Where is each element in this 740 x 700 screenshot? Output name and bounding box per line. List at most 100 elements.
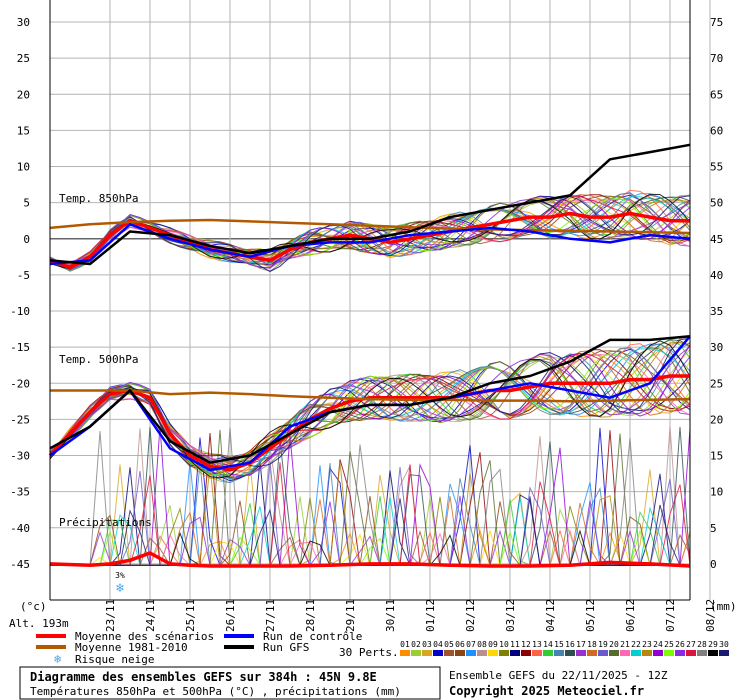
legend-pert-swatch xyxy=(587,650,597,656)
legend-climate: Moyenne 1981-2010 xyxy=(75,641,188,654)
ensemble-member-line xyxy=(49,340,691,479)
date-tick-label: 23/11 xyxy=(104,599,117,632)
ensemble-member-line xyxy=(49,193,691,270)
footer: Diagramme des ensembles GEFS sur 384h : … xyxy=(19,666,668,700)
date-tick-label: 26/11 xyxy=(224,599,237,632)
ensemble-member-line xyxy=(49,352,691,482)
left-tick-label: 20 xyxy=(17,88,30,101)
legend-pert-number: 04 xyxy=(433,640,443,649)
ensemble-member-line xyxy=(49,337,691,467)
annotation-precip: Précipitations xyxy=(59,516,152,529)
date-tick-label: 06/12 xyxy=(624,599,637,632)
legend-pert-swatch xyxy=(510,650,520,656)
legend-pert-swatch xyxy=(554,650,564,656)
legend-pert-number: 20 xyxy=(609,640,619,649)
legend-pert-swatch xyxy=(455,650,465,656)
legend-pert-swatch xyxy=(598,650,608,656)
legend-pert-number: 16 xyxy=(565,640,575,649)
footer-run: Ensemble GEFS du 22/11/2025 - 12Z xyxy=(449,669,668,682)
date-tick-label: 04/12 xyxy=(544,599,557,632)
legend-pert-swatch xyxy=(565,650,575,656)
legend-pert-number: 10 xyxy=(499,640,509,649)
legend-pert-swatch xyxy=(719,650,729,656)
series-line-t500-5 xyxy=(50,389,691,403)
legend-pert-swatch xyxy=(444,650,454,656)
series-line-t850-1 xyxy=(49,218,691,235)
legend-pert-number: 19 xyxy=(598,640,608,649)
legend-pert-swatch xyxy=(488,650,498,656)
left-tick-label: -40 xyxy=(10,522,30,535)
legend-pert-number: 05 xyxy=(444,640,454,649)
right-tick-label: 0 xyxy=(710,558,717,571)
right-tick-label: 5 xyxy=(710,522,717,535)
legend-mean: Moyenne des scénarios xyxy=(75,630,214,643)
series-line-t850-3 xyxy=(49,143,691,266)
legend-pert-swatch xyxy=(675,650,685,656)
chart-series xyxy=(48,143,691,568)
legend-pert-swatch xyxy=(664,650,674,656)
legend-pert-swatch xyxy=(620,650,630,656)
legend-pert-swatch xyxy=(411,650,421,656)
snowflake-icon: ❄ xyxy=(115,581,124,596)
legend-pert-swatch xyxy=(477,650,487,656)
legend-pert-swatch xyxy=(576,650,586,656)
legend-pert-number: 11 xyxy=(510,640,520,649)
date-tick-label: 02/12 xyxy=(464,599,477,632)
left-axis-unit: (°c) xyxy=(20,600,47,613)
altitude-label: Alt. 193m xyxy=(9,617,69,630)
legend-pert-number: 01 xyxy=(400,640,410,649)
right-tick-label: 15 xyxy=(710,450,723,463)
legend-swatch-climate xyxy=(36,645,66,649)
legend-pert-number: 12 xyxy=(521,640,531,649)
legend-pert-number: 03 xyxy=(422,640,432,649)
left-tick-label: 30 xyxy=(17,16,30,29)
legend-pert-number: 25 xyxy=(664,640,674,649)
annotation-t500: Temp. 500hPa xyxy=(59,353,138,366)
ensemble-member-line xyxy=(49,195,691,268)
date-tick-label: 28/11 xyxy=(304,599,317,632)
legend-pert-swatch xyxy=(400,650,410,656)
legend-pert-swatch xyxy=(686,650,696,656)
right-tick-label: 75 xyxy=(710,16,723,29)
legend-perts-label: 30 Perts. xyxy=(339,646,399,659)
left-tick-label: -25 xyxy=(10,413,30,426)
left-tick-label: -45 xyxy=(10,558,30,571)
footer-title: Diagramme des ensembles GEFS sur 384h : … xyxy=(30,670,377,684)
legend-control: Run de contrôle xyxy=(263,630,362,643)
legend-perturbations: 01 02 03 04 05 06 07 08 09 10 11 12 13 14 15 16 17 18 19 20… xyxy=(400,640,729,656)
legend-pert-number: 21 xyxy=(620,640,630,649)
legend-pert-swatch xyxy=(708,650,718,656)
date-tick-label: 25/11 xyxy=(184,599,197,632)
left-tick-label: 0 xyxy=(23,233,30,246)
right-tick-label: 20 xyxy=(710,413,723,426)
legend-swatch-mean xyxy=(36,634,66,638)
legend-pert-number: 18 xyxy=(587,640,597,649)
date-tick-label: 05/12 xyxy=(584,599,597,632)
date-tick-label: 07/12 xyxy=(664,599,677,632)
left-tick-label: 25 xyxy=(17,52,30,65)
right-tick-label: 45 xyxy=(710,233,723,246)
legend-pert-number: 29 xyxy=(708,640,718,649)
left-tick-label: -20 xyxy=(10,377,30,390)
right-tick-label: 55 xyxy=(710,161,723,174)
left-tick-label: -15 xyxy=(10,341,30,354)
legend: Moyenne des scénarios Moyenne 1981-2010 … xyxy=(36,630,729,666)
legend-pert-swatch xyxy=(433,650,443,656)
legend-pert-swatch xyxy=(466,650,476,656)
legend-snow: Risque neige xyxy=(75,653,154,666)
legend-pert-swatch xyxy=(543,650,553,656)
legend-pert-number: 23 xyxy=(642,640,652,649)
footer-copyright: Copyright 2025 Meteociel.fr xyxy=(449,684,644,698)
right-tick-label: 40 xyxy=(710,269,723,282)
legend-pert-swatch xyxy=(609,650,619,656)
legend-pert-number: 22 xyxy=(631,640,641,649)
legend-pert-number: 26 xyxy=(675,640,685,649)
ensemble-member-line xyxy=(49,196,691,272)
legend-pert-swatch xyxy=(499,650,509,656)
legend-pert-swatch xyxy=(422,650,432,656)
series-line-t500-7 xyxy=(49,335,691,464)
left-tick-label: 5 xyxy=(23,197,30,210)
legend-pert-swatch xyxy=(631,650,641,656)
